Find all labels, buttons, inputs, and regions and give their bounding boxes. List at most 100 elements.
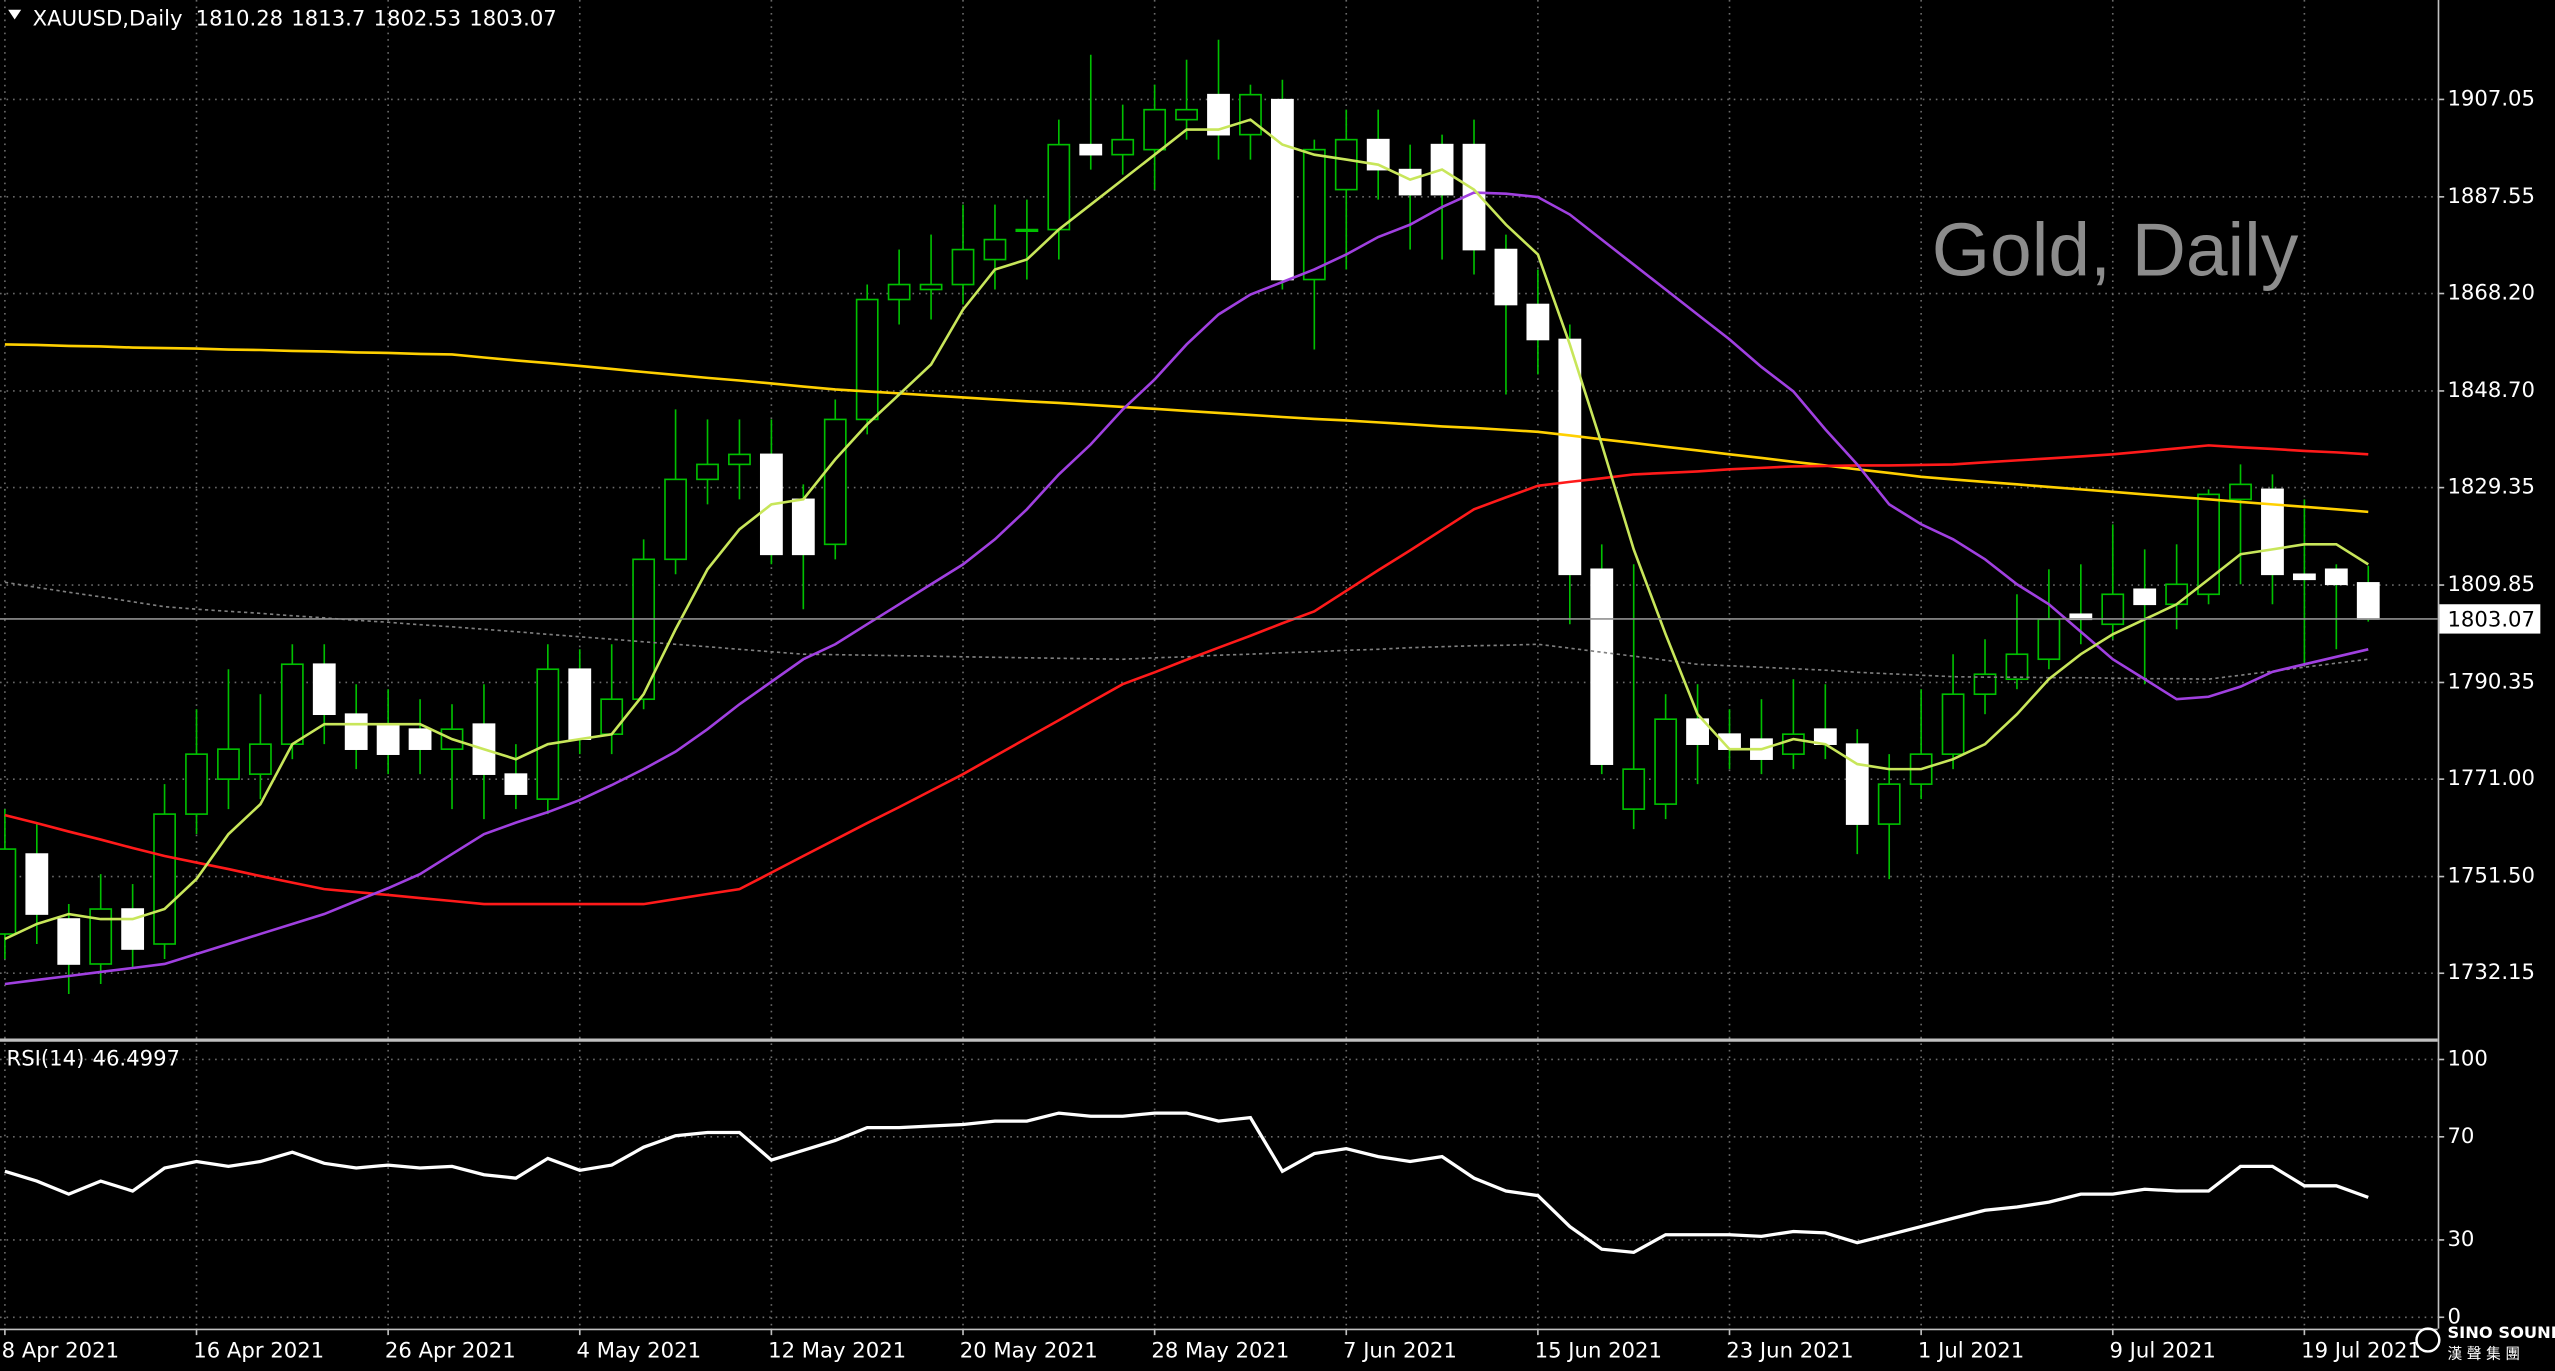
candle-body [376, 723, 400, 755]
candle-body [568, 668, 592, 740]
header-arrow [8, 9, 22, 20]
y-tick-label: 1771.00 [2447, 765, 2535, 790]
candle-body [1239, 93, 1262, 136]
ma-line [4, 343, 2369, 514]
candle-body [1877, 783, 1901, 825]
last-low: 1802.53 [374, 6, 462, 31]
candle-body [1558, 338, 1582, 576]
candle-body [1079, 143, 1103, 156]
candle-body [951, 248, 975, 286]
x-tick-label: 26 Apr 2021 [385, 1337, 516, 1362]
candle-body [1781, 733, 1805, 755]
candle-body [1654, 718, 1678, 805]
x-tick-label: 28 May 2021 [1151, 1337, 1289, 1362]
candle-body [1334, 138, 1358, 191]
candle-body [89, 908, 113, 965]
candle-body [153, 813, 176, 945]
candle-body [1494, 248, 1518, 306]
x-tick-label: 16 Apr 2021 [193, 1337, 324, 1362]
candle-body [2292, 573, 2316, 581]
candle-body [728, 453, 751, 466]
rsi-line [4, 1111, 2369, 1254]
candle-body [2197, 493, 2220, 596]
price-tag-label: 1803.07 [2447, 607, 2535, 632]
logo-icon [2415, 1327, 2441, 1353]
candle-body [248, 743, 272, 775]
logo: SINO SOUND 漢 聲 集 團 [2415, 1323, 2555, 1363]
candle-body [2037, 618, 2061, 661]
ma-line [4, 191, 2369, 986]
candle-body [2324, 568, 2348, 586]
candle-body [1175, 108, 1198, 121]
candle-body [2356, 582, 2380, 620]
rsi-name: RSI(14) [7, 1046, 85, 1071]
candle-body [632, 558, 656, 701]
x-tick-label: 9 Jul 2021 [2110, 1337, 2216, 1362]
y-tick-label: 70 [2447, 1123, 2474, 1148]
candle-body [887, 283, 911, 301]
candle-body [823, 418, 847, 546]
candle-body [1302, 148, 1326, 281]
candle-body [855, 298, 879, 421]
logo-subtext: 漢 聲 集 團 [2447, 1346, 2520, 1363]
candle-body [1686, 718, 1709, 745]
rsi-last: 46.4997 [93, 1046, 181, 1071]
y-tick-label: 1848.70 [2447, 377, 2535, 402]
candle-body [1143, 108, 1167, 151]
candle-body [1590, 568, 1614, 765]
y-tick-label: 100 [2447, 1045, 2487, 1070]
candle-body [2133, 588, 2157, 606]
y-tick-label: 0 [2447, 1303, 2460, 1328]
candle-body [919, 283, 943, 291]
last-high: 1813.7 [291, 6, 365, 31]
price-tag [2439, 604, 2541, 634]
ma-line [4, 118, 2369, 941]
candle-body [1941, 693, 1965, 755]
y-tick-label: 30 [2447, 1226, 2474, 1251]
candle-body [664, 478, 687, 561]
ma-line [4, 444, 2369, 906]
candle-body [983, 238, 1007, 261]
x-tick-label: 20 May 2021 [960, 1337, 1098, 1362]
candle-body [1526, 303, 1550, 341]
x-tick-label: 12 May 2021 [768, 1337, 906, 1362]
rsi-title: RSI(14) 46.4997 [7, 1046, 181, 1071]
x-tick-label: 4 May 2021 [577, 1337, 702, 1362]
candle-body [2101, 593, 2125, 626]
y-tick-label: 1887.55 [2447, 183, 2535, 208]
candle-body [791, 498, 815, 556]
candle-body [57, 918, 81, 965]
y-tick-label: 1809.85 [2447, 571, 2535, 596]
candle-body [1270, 98, 1294, 281]
price-panel [0, 39, 2438, 994]
chart-title: XAUUSD,Daily 1810.28 1813.7 1802.53 1803.07 [33, 6, 557, 31]
candle-body [696, 463, 719, 481]
y-tick-label: 1907.05 [2447, 85, 2535, 110]
candle-body [536, 668, 560, 800]
x-tick-label: 1 Jul 2021 [1918, 1337, 2024, 1362]
candle-body [408, 728, 432, 750]
candle-body [312, 663, 336, 716]
y-tick-label: 1868.20 [2447, 280, 2535, 305]
candle-body [1111, 138, 1135, 156]
candle-body [600, 698, 624, 735]
y-tick-label: 1790.35 [2447, 668, 2535, 693]
x-tick-label: 7 Jun 2021 [1343, 1337, 1457, 1362]
candle-body [2229, 483, 2252, 501]
x-tick-label: 15 Jun 2021 [1535, 1337, 1662, 1362]
candle-body [1973, 673, 1997, 696]
candle-body [1845, 743, 1869, 825]
logo-text: SINO SOUND [2447, 1323, 2555, 1342]
last-open: 1810.28 [196, 6, 284, 31]
candle-body [504, 773, 528, 795]
candle-body [1047, 143, 1071, 231]
last-close: 1803.07 [469, 6, 557, 31]
chart-annotation: Gold, Daily [1932, 208, 2299, 292]
candle-body [1366, 138, 1390, 171]
candle-body [344, 713, 368, 750]
x-tick-label: 19 Jul 2021 [2301, 1337, 2421, 1362]
y-tick-label: 1829.35 [2447, 474, 2535, 499]
candle-body [1207, 93, 1230, 136]
